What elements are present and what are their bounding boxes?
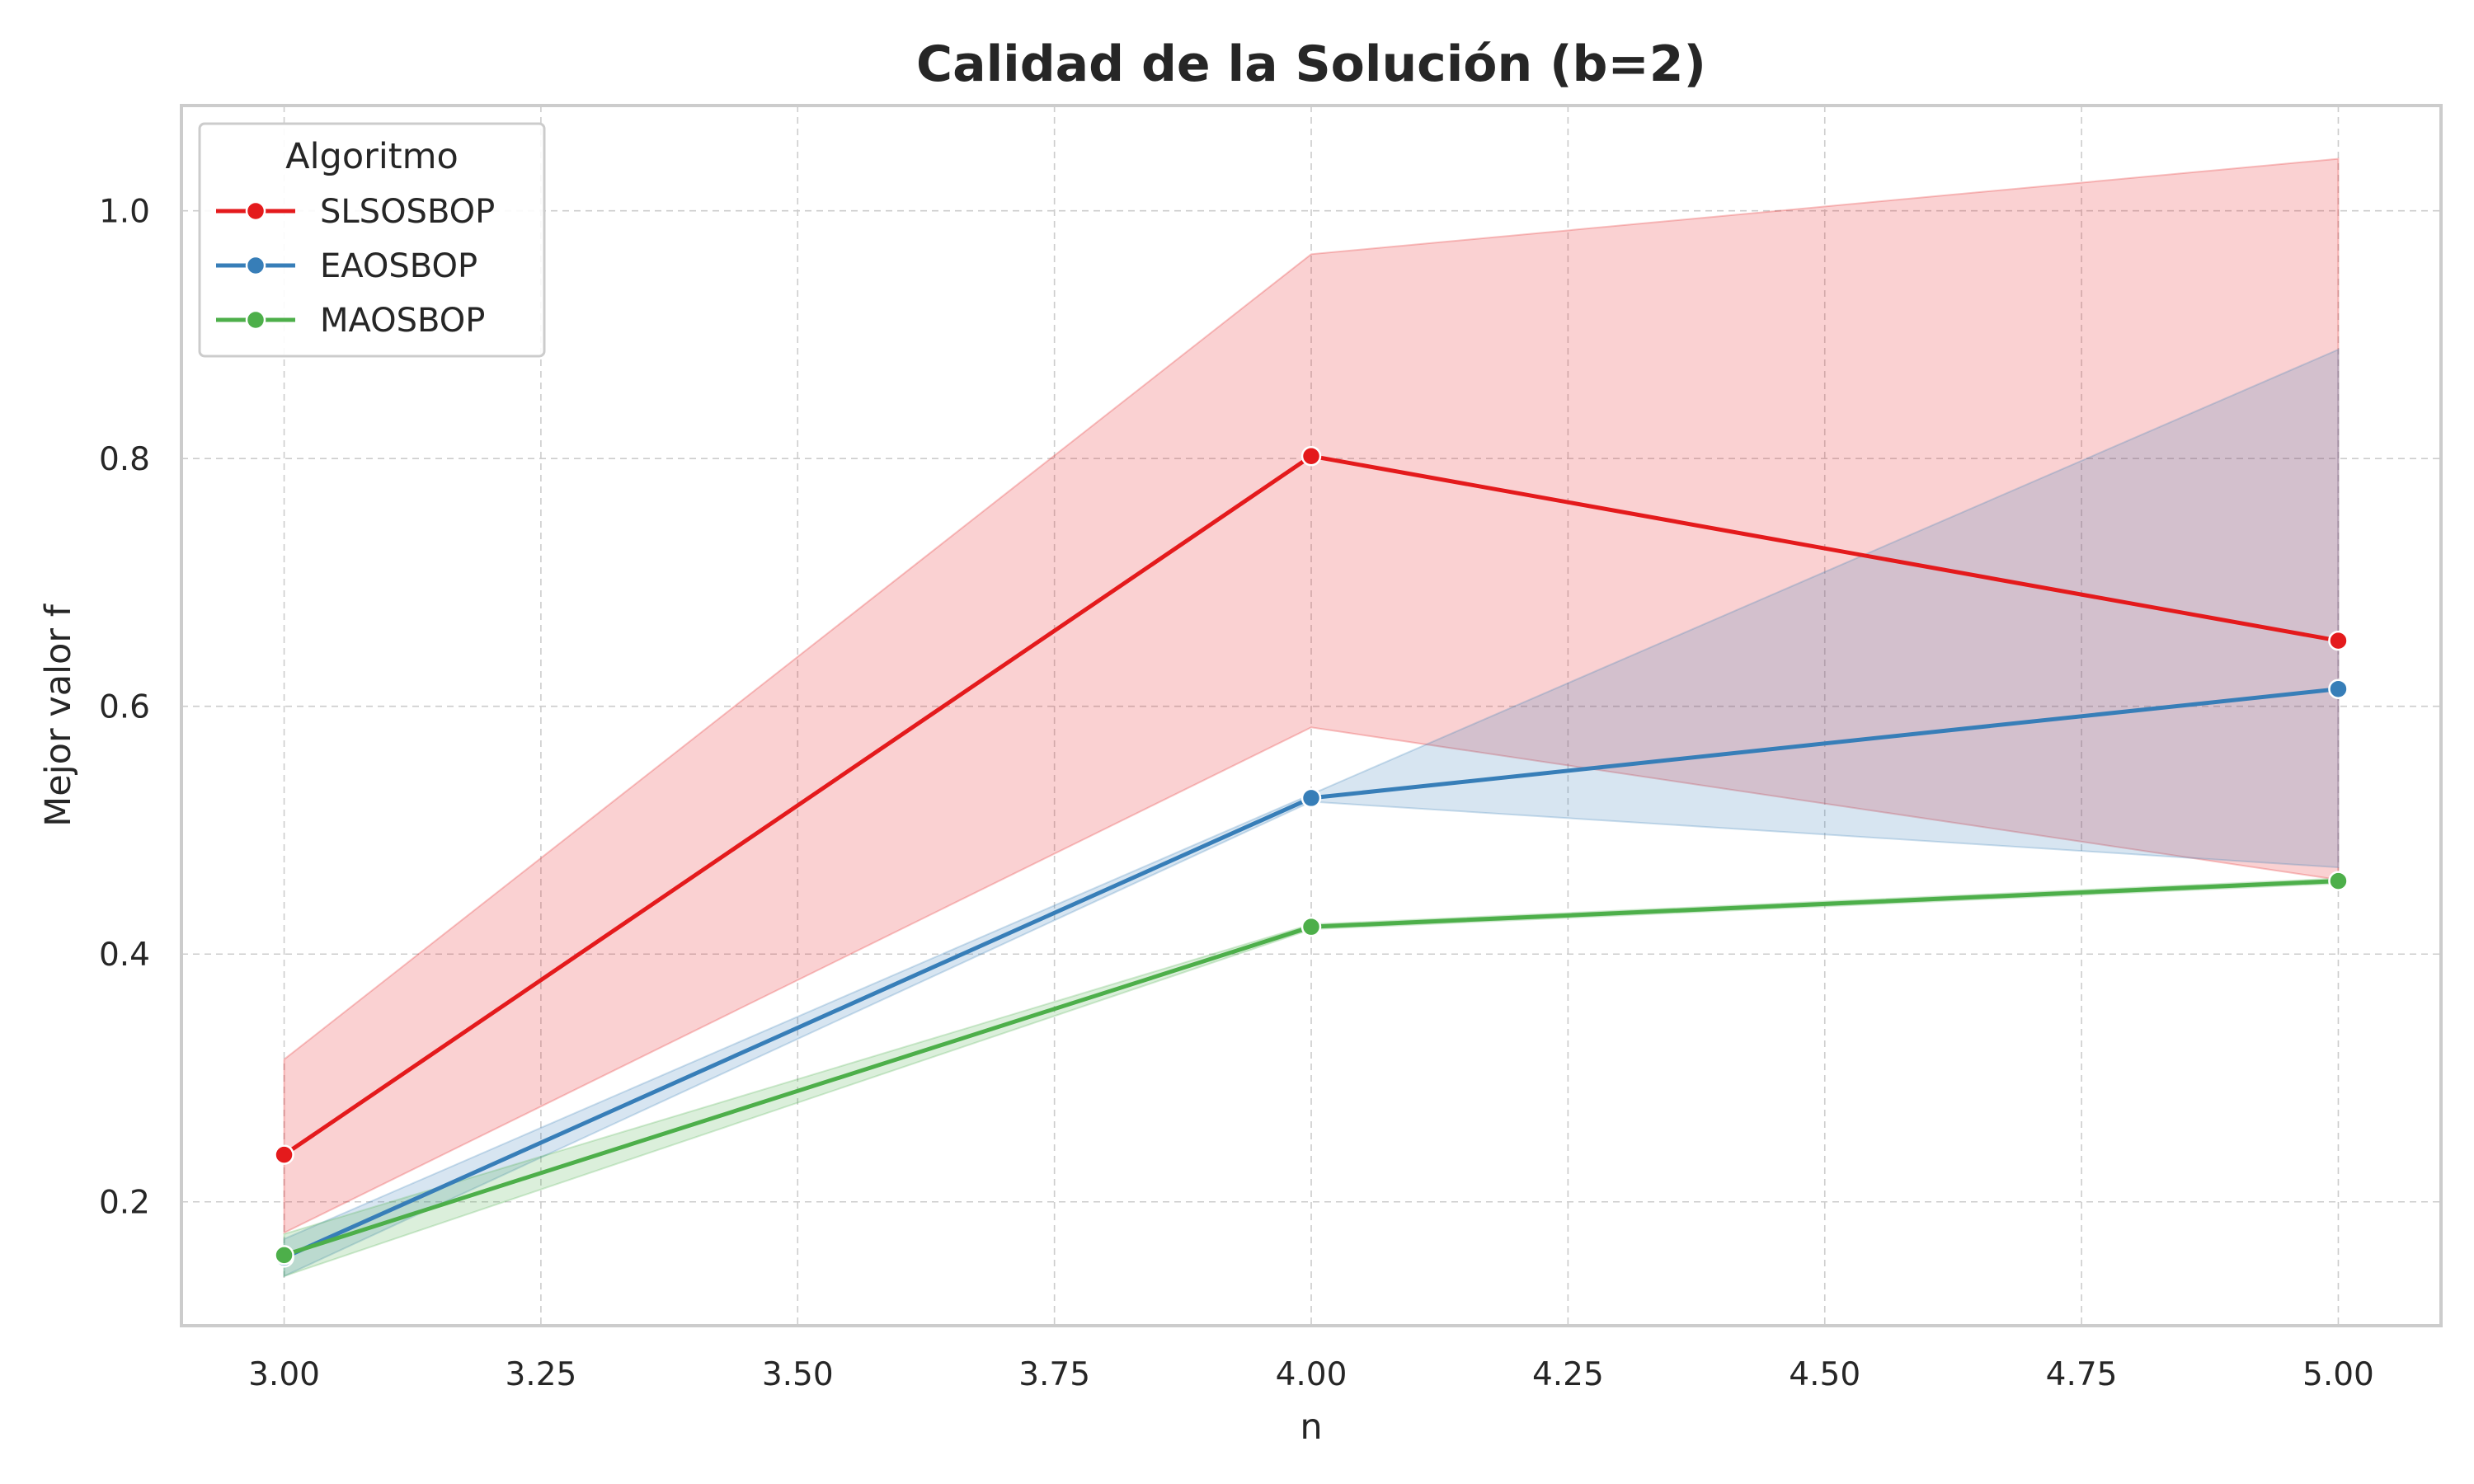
chart-title: Calidad de la Solución (b=2) — [916, 35, 1706, 93]
y-tick-label: 0.8 — [99, 441, 150, 478]
y-tick-label: 1.0 — [99, 194, 150, 231]
x-tick-label: 4.50 — [1789, 1356, 1860, 1393]
x-tick-label: 5.00 — [2302, 1356, 2374, 1393]
slsosbop-point — [2328, 630, 2349, 651]
slsosbop-point — [1300, 445, 1322, 467]
legend-title: Algoritmo — [285, 136, 459, 177]
legend-label: SLSOSBOP — [320, 193, 495, 231]
legend-entry-eaosbop: EAOSBOP — [216, 247, 477, 285]
eaosbop-point — [1300, 787, 1322, 809]
x-axis-ticks: 3.00 3.25 3.50 3.75 4.00 4.25 4.50 4.75 5.00 — [248, 1356, 2374, 1393]
x-tick-label: 4.25 — [1532, 1356, 1604, 1393]
y-tick-label: 0.2 — [99, 1185, 150, 1222]
x-axis-label: n — [1300, 1407, 1322, 1448]
maosbop-point — [1300, 916, 1322, 937]
slsosbop-point — [274, 1144, 294, 1165]
legend-marker — [245, 255, 266, 276]
y-tick-label: 0.4 — [99, 937, 150, 974]
x-tick-label: 3.75 — [1018, 1356, 1090, 1393]
maosbop-point — [274, 1245, 294, 1266]
maosbop-point — [2328, 871, 2349, 891]
y-axis-label: Mejor valor f — [38, 603, 79, 827]
plot-frame — [180, 104, 2443, 1327]
legend: Algoritmo SLSOSBOP EAOSBOP MAOSBOP — [198, 122, 546, 358]
grid-lines — [181, 106, 2441, 1326]
x-tick-label: 4.75 — [2046, 1356, 2118, 1393]
legend-entry-slsosbop: SLSOSBOP — [216, 193, 495, 231]
series-points — [274, 445, 2349, 1268]
y-axis-ticks: 0.2 0.4 0.6 0.8 1.0 — [99, 194, 150, 1222]
x-tick-label: 3.50 — [762, 1356, 834, 1393]
eaosbop-point — [2328, 679, 2349, 699]
legend-label: MAOSBOP — [320, 302, 485, 340]
legend-marker — [245, 200, 266, 222]
x-tick-label: 4.00 — [1276, 1356, 1348, 1393]
legend-label: EAOSBOP — [320, 247, 477, 285]
x-tick-label: 3.00 — [248, 1356, 320, 1393]
y-tick-label: 0.6 — [99, 689, 150, 726]
legend-marker — [245, 309, 266, 331]
legend-entries: SLSOSBOP EAOSBOP MAOSBOP — [216, 193, 495, 340]
x-tick-label: 3.25 — [505, 1356, 576, 1393]
legend-entry-maosbop: MAOSBOP — [216, 302, 485, 340]
legend-box — [198, 122, 546, 358]
